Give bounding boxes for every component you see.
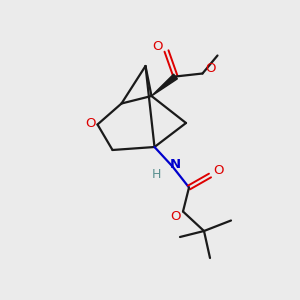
Text: H: H: [151, 167, 161, 181]
Polygon shape: [152, 74, 177, 96]
Text: N: N: [170, 158, 181, 172]
Text: O: O: [85, 116, 95, 130]
Text: O: O: [170, 209, 181, 223]
Text: O: O: [205, 61, 215, 75]
Text: O: O: [152, 40, 163, 53]
Text: O: O: [214, 164, 224, 178]
